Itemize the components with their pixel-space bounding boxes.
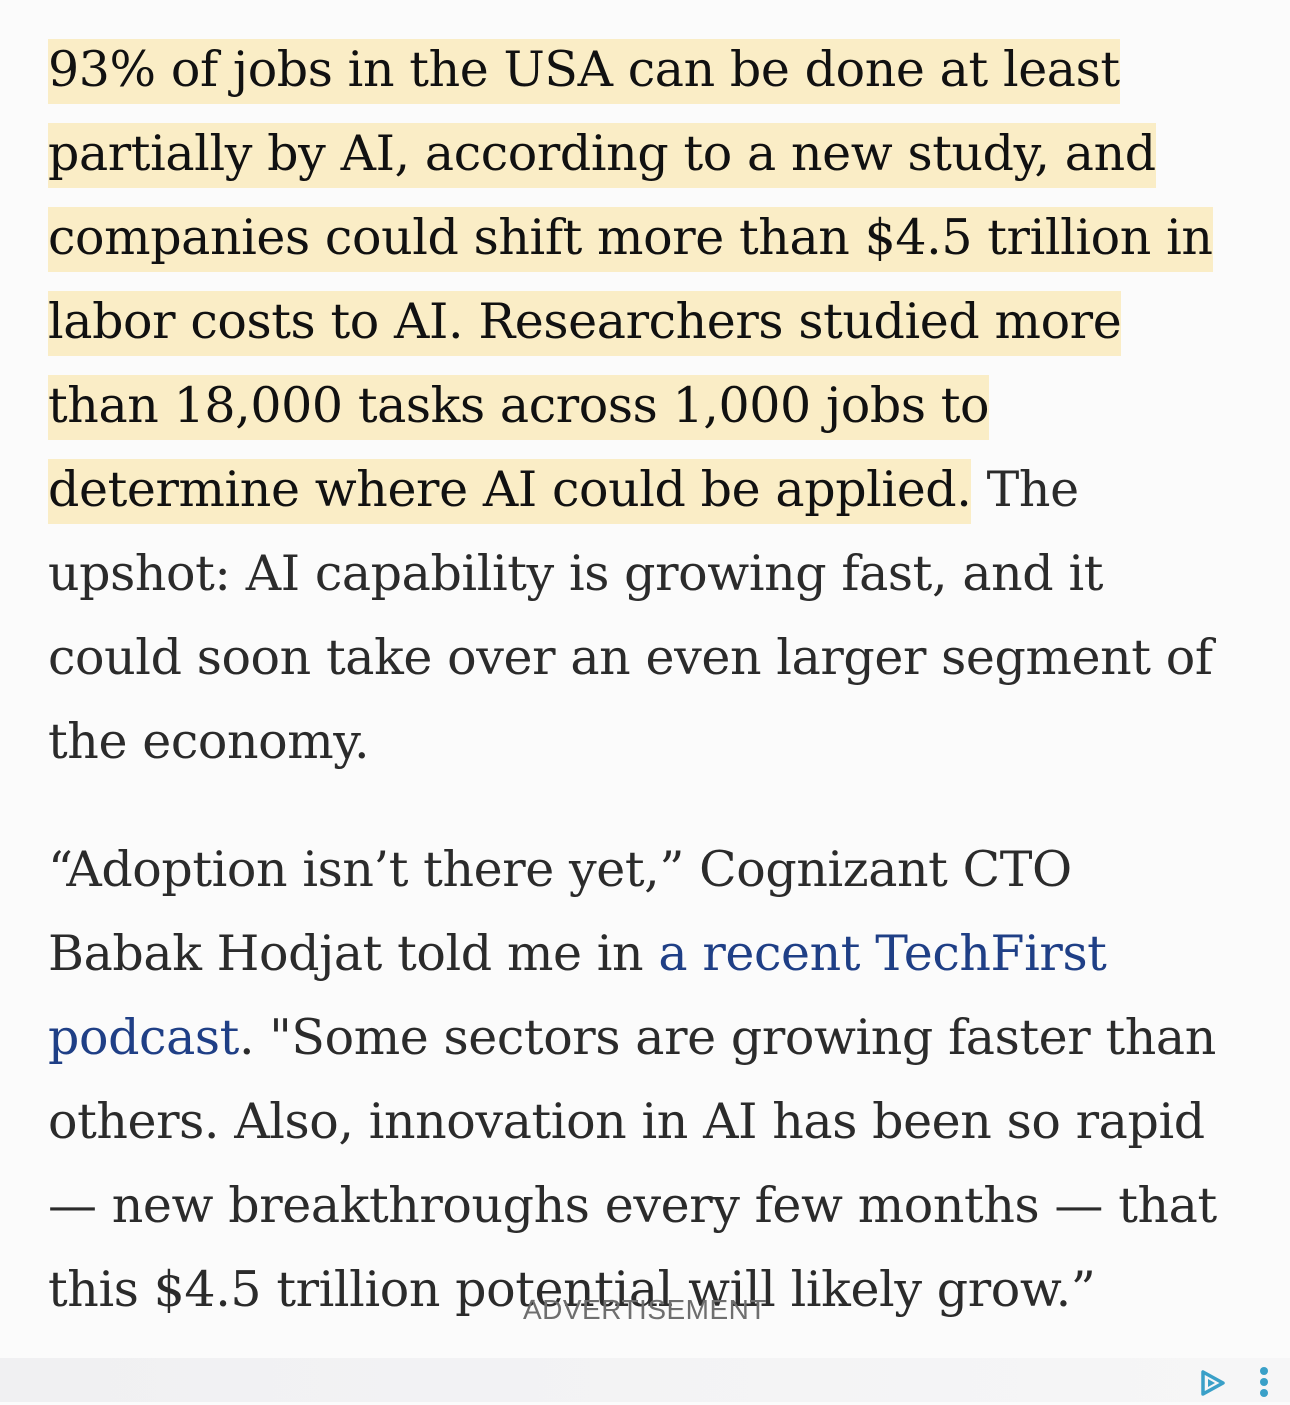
quote-text-continued: . "Some sectors are growing faster than … — [48, 1009, 1217, 1318]
adchoices-icon[interactable] — [1196, 1368, 1232, 1398]
advertisement-label: ADVERTISEMENT — [522, 1294, 768, 1325]
article-body: 93% of jobs in the USA can be done at le… — [48, 28, 1228, 1376]
paragraph-study: 93% of jobs in the USA can be done at le… — [48, 28, 1228, 784]
paragraph-text: The upshot: AI capability is growing fas… — [48, 461, 1213, 770]
quote-text: “Adoption isn’t there yet,” Cognizant CT… — [48, 841, 1072, 982]
more-vertical-icon[interactable] — [1252, 1364, 1276, 1400]
highlighted-text: 93% of jobs in the USA can be done at le… — [48, 39, 1213, 524]
podcast-link[interactable]: a recent TechFirst podcast — [48, 925, 1107, 1066]
ad-banner[interactable] — [0, 1358, 1290, 1402]
paragraph-quote: “Adoption isn’t there yet,” Cognizant CT… — [48, 828, 1228, 1332]
